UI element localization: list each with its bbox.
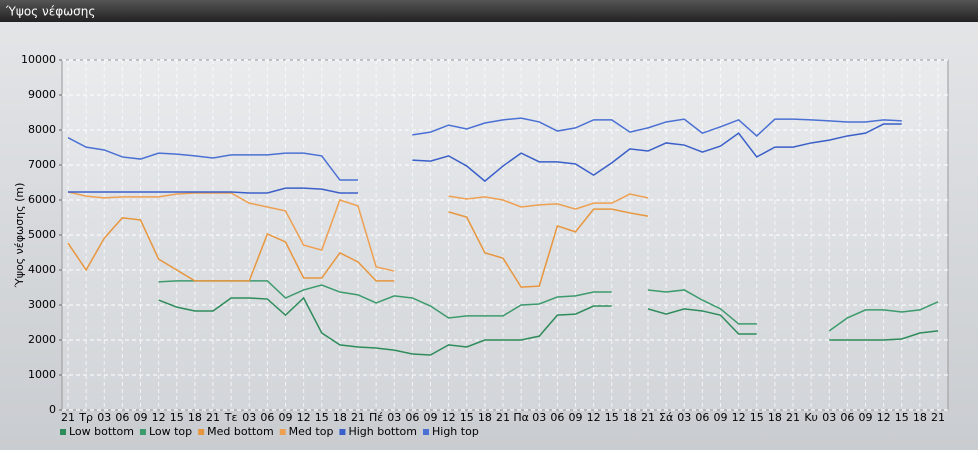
series-line [67,208,649,288]
y-tick-label: 7000 [28,158,56,171]
series-line [158,296,939,356]
legend-swatch [339,429,346,435]
y-tick-label: 8000 [28,123,56,136]
x-tick-label: 09 [859,411,873,424]
x-tick-label: 12 [442,411,456,424]
y-tick-label: 3000 [28,298,56,311]
x-tick-label: 12 [877,411,891,424]
x-tick-label: 06 [695,411,709,424]
legend-swatch [139,429,146,435]
legend-label: High top [432,425,479,438]
x-tick-label: 15 [605,411,619,424]
x-tick-label: 21 [206,411,220,424]
x-tick-label: 18 [623,411,637,424]
y-tick-label: 2000 [28,333,56,346]
x-tick-label: Πα [513,411,529,424]
y-tick-label: 9000 [28,88,56,101]
legend-label: Med bottom [207,425,274,438]
x-tick-label: 03 [387,411,401,424]
x-tick-label: 21 [931,411,945,424]
x-tick-label: 06 [405,411,419,424]
x-tick-label: 18 [768,411,782,424]
x-tick-label: 03 [242,411,256,424]
x-tick-label: 09 [714,411,728,424]
x-tick-label: 21 [496,411,510,424]
x-tick-label: 09 [424,411,438,424]
x-tick-label: 21 [61,411,75,424]
x-tick-label: 03 [822,411,836,424]
x-tick-label: 06 [115,411,129,424]
legend-label: Med top [289,425,334,438]
x-tick-label: 12 [297,411,311,424]
x-tick-label: Τε [224,411,238,424]
x-tick-label: 21 [351,411,365,424]
x-tick-label: 15 [170,411,184,424]
y-tick-label: 6000 [28,193,56,206]
x-tick-label: 09 [569,411,583,424]
title-bar [0,0,978,22]
x-tick-label: 09 [134,411,148,424]
x-tick-label: 12 [152,411,166,424]
legend-label: Low top [149,425,192,438]
series-line [68,123,902,194]
x-tick-label: 09 [279,411,293,424]
x-tick-label: Κυ [804,411,818,424]
x-tick-label: 12 [587,411,601,424]
y-tick-label: 1000 [28,368,56,381]
x-tick-label: 15 [750,411,764,424]
y-tick-label: 0 [49,403,56,416]
x-tick-label: Τρ [78,411,93,424]
y-tick-label: 10000 [21,53,56,66]
y-axis-label: Ύψος νέφωσης (m) [13,183,26,289]
x-tick-label: 18 [478,411,492,424]
legend-swatch [60,429,66,435]
series-line [67,117,902,181]
x-tick-label: 03 [677,411,691,424]
x-tick-label: 06 [550,411,564,424]
legend-label: Low bottom [69,425,134,438]
legend-swatch [279,429,286,435]
y-tick-label: 4000 [28,263,56,276]
x-tick-label: 06 [840,411,854,424]
x-tick-label: 21 [641,411,655,424]
x-tick-label: 15 [895,411,909,424]
x-tick-label: Σά [659,411,673,424]
x-tick-label: 18 [188,411,202,424]
x-tick-label: 18 [333,411,347,424]
x-tick-label: Πέ [369,411,383,424]
x-tick-label: 06 [260,411,274,424]
x-tick-label: 03 [97,411,111,424]
x-tick-label: 15 [460,411,474,424]
x-tick-label: 03 [532,411,546,424]
x-tick-label: 18 [913,411,927,424]
x-tick-label: 21 [786,411,800,424]
x-tick-label: 12 [732,411,746,424]
series-line [67,191,649,272]
legend-swatch [198,429,205,435]
legend-swatch [423,429,429,435]
x-tick-label: 15 [315,411,329,424]
legend-label: High bottom [348,425,417,438]
y-tick-label: 5000 [28,228,56,241]
chart-title: Ύψος νέφωσης [5,5,95,19]
